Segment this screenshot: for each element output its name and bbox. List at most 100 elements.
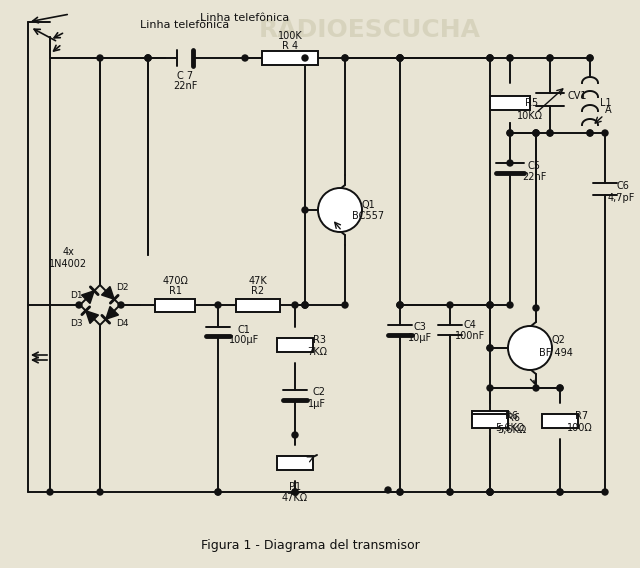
Circle shape xyxy=(508,326,552,370)
Text: 22nF: 22nF xyxy=(522,172,546,182)
Circle shape xyxy=(587,55,593,61)
Circle shape xyxy=(507,302,513,308)
Text: C4: C4 xyxy=(463,320,476,330)
Text: 1μF: 1μF xyxy=(308,399,326,409)
Circle shape xyxy=(292,302,298,308)
Circle shape xyxy=(242,55,248,61)
Text: CV1: CV1 xyxy=(568,91,588,101)
Circle shape xyxy=(397,55,403,61)
Circle shape xyxy=(76,302,82,308)
Polygon shape xyxy=(86,311,99,324)
Circle shape xyxy=(145,55,151,61)
Text: R6: R6 xyxy=(508,413,520,423)
Circle shape xyxy=(507,130,513,136)
Circle shape xyxy=(342,302,348,308)
Text: 4x
1N4002: 4x 1N4002 xyxy=(49,247,87,269)
Circle shape xyxy=(397,302,403,308)
Circle shape xyxy=(145,55,151,61)
Text: R6: R6 xyxy=(506,411,518,421)
Circle shape xyxy=(587,130,593,136)
Circle shape xyxy=(507,160,513,166)
Bar xyxy=(490,96,530,110)
Circle shape xyxy=(487,302,493,308)
Text: 100K: 100K xyxy=(278,31,302,41)
Circle shape xyxy=(487,345,493,351)
Circle shape xyxy=(97,55,103,61)
Text: 47K: 47K xyxy=(248,276,268,286)
Circle shape xyxy=(533,130,539,136)
Text: R 4: R 4 xyxy=(282,41,298,51)
Text: 10KΩ: 10KΩ xyxy=(517,111,543,121)
Circle shape xyxy=(397,302,403,308)
Text: 100μF: 100μF xyxy=(229,335,259,345)
Text: C5: C5 xyxy=(527,161,541,171)
Circle shape xyxy=(302,302,308,308)
Text: D3: D3 xyxy=(70,319,83,328)
Circle shape xyxy=(302,302,308,308)
Bar xyxy=(277,338,313,352)
Circle shape xyxy=(215,302,221,308)
Circle shape xyxy=(487,489,493,495)
Circle shape xyxy=(302,302,308,308)
Circle shape xyxy=(292,432,298,438)
Text: C2: C2 xyxy=(312,387,326,397)
Circle shape xyxy=(397,489,403,495)
Text: C6: C6 xyxy=(616,181,629,191)
Text: D4: D4 xyxy=(116,319,128,328)
Bar xyxy=(236,299,280,311)
Circle shape xyxy=(385,487,391,493)
Text: A: A xyxy=(605,105,611,115)
Circle shape xyxy=(602,130,608,136)
Bar xyxy=(472,414,508,428)
Polygon shape xyxy=(106,307,118,319)
Text: R7: R7 xyxy=(575,411,589,421)
Circle shape xyxy=(533,130,539,136)
Text: 5,6KΩ: 5,6KΩ xyxy=(495,423,525,433)
Text: 22nF: 22nF xyxy=(173,81,197,91)
Circle shape xyxy=(118,302,124,308)
Bar xyxy=(542,414,578,428)
Circle shape xyxy=(318,188,362,232)
Circle shape xyxy=(507,55,513,61)
Circle shape xyxy=(447,302,453,308)
Text: 5,6KΩ: 5,6KΩ xyxy=(497,425,527,435)
Text: R1: R1 xyxy=(168,286,182,296)
Circle shape xyxy=(302,55,308,61)
Circle shape xyxy=(587,130,593,136)
Bar xyxy=(277,456,313,470)
Circle shape xyxy=(487,302,493,308)
Circle shape xyxy=(97,489,103,495)
Text: Q2: Q2 xyxy=(551,335,565,345)
Text: Q1: Q1 xyxy=(361,200,375,210)
Polygon shape xyxy=(102,286,115,299)
Text: C1: C1 xyxy=(237,325,250,335)
Text: 100nF: 100nF xyxy=(455,331,485,341)
Circle shape xyxy=(447,489,453,495)
Circle shape xyxy=(533,305,539,311)
Text: D1: D1 xyxy=(70,290,83,299)
Circle shape xyxy=(292,489,298,495)
Circle shape xyxy=(342,55,348,61)
Circle shape xyxy=(397,55,403,61)
Circle shape xyxy=(547,130,553,136)
Text: Linha telefônica: Linha telefônica xyxy=(200,13,289,23)
Circle shape xyxy=(487,385,493,391)
Circle shape xyxy=(487,55,493,61)
Circle shape xyxy=(587,55,593,61)
Text: 4,7pF: 4,7pF xyxy=(607,193,635,203)
Circle shape xyxy=(292,489,298,495)
Circle shape xyxy=(547,55,553,61)
Text: 470Ω: 470Ω xyxy=(162,276,188,286)
Circle shape xyxy=(397,55,403,61)
Polygon shape xyxy=(81,291,94,303)
Circle shape xyxy=(397,55,403,61)
Circle shape xyxy=(145,55,151,61)
Circle shape xyxy=(557,489,563,495)
Circle shape xyxy=(557,385,563,391)
Circle shape xyxy=(557,385,563,391)
Circle shape xyxy=(487,55,493,61)
Text: D2: D2 xyxy=(116,282,128,291)
Circle shape xyxy=(602,489,608,495)
Circle shape xyxy=(487,489,493,495)
Text: Linha telefônica: Linha telefônica xyxy=(140,20,230,30)
